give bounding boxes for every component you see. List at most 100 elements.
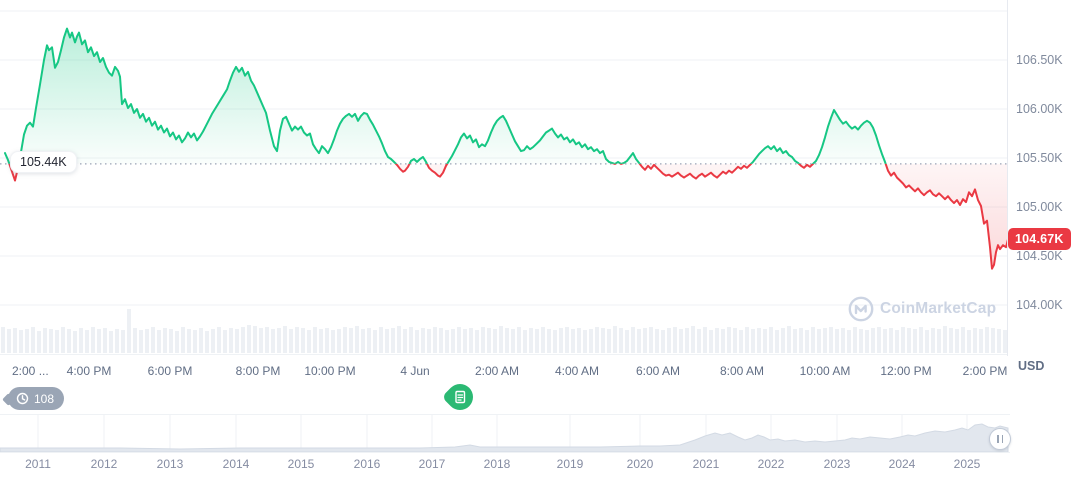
volume-bar <box>115 329 119 353</box>
price-axis-label: 106.00K <box>1016 102 1063 116</box>
volume-bar <box>55 330 59 353</box>
volume-bar <box>799 328 803 353</box>
volume-bar <box>523 330 527 353</box>
volume-bar <box>451 329 455 353</box>
navigator-mini-chart <box>0 423 1009 453</box>
volume-bar <box>715 328 719 353</box>
volume-bar <box>889 328 893 353</box>
volume-bar <box>967 330 971 353</box>
volume-bar <box>763 329 767 353</box>
volume-bar <box>193 330 197 353</box>
volume-bar <box>211 329 215 353</box>
volume-bar <box>265 327 269 353</box>
volume-bar <box>619 328 623 353</box>
volume-bar <box>877 327 881 353</box>
volume-bar <box>625 330 629 353</box>
price-area-above-baseline <box>5 28 886 164</box>
volume-bar <box>289 329 293 353</box>
volume-bar <box>283 326 287 353</box>
volume-bar <box>673 327 677 353</box>
volume-bar <box>805 330 809 353</box>
volume-bar <box>355 326 359 353</box>
volume-bar <box>301 328 305 353</box>
time-axis-label: 8:00 PM <box>235 364 281 378</box>
price-axis-label: 105.00K <box>1016 200 1063 214</box>
volume-bar <box>853 327 857 353</box>
volume-bar <box>535 329 539 353</box>
volume-bar <box>751 329 755 353</box>
volume-bar <box>133 328 137 353</box>
volume-bar <box>817 329 821 353</box>
year-axis-label: 2024 <box>888 457 916 471</box>
volume-bar <box>331 330 335 353</box>
volume-bar <box>571 329 575 353</box>
volume-bar <box>499 326 503 353</box>
volume-bar <box>565 327 569 353</box>
volume-bar <box>943 326 947 353</box>
volume-bar <box>697 329 701 353</box>
volume-bar <box>19 330 23 353</box>
volume-bar <box>145 329 149 353</box>
volume-bar <box>595 327 599 353</box>
volume-bar <box>403 329 407 353</box>
currency-label: USD <box>1018 359 1045 373</box>
volume-bar <box>373 330 377 353</box>
main-price-chart[interactable] <box>0 0 1008 356</box>
volume-bar <box>667 328 671 353</box>
volume-bar <box>757 328 761 353</box>
volume-bar <box>871 328 875 353</box>
volume-bar <box>541 327 545 353</box>
volume-bar <box>577 328 581 353</box>
volume-bar <box>127 309 131 353</box>
time-axis-label: 4 Jun <box>400 364 430 378</box>
history-count: 108 <box>34 391 55 406</box>
volume-bar <box>511 329 515 353</box>
volume-bar <box>79 328 83 353</box>
volume-bar <box>685 328 689 353</box>
navigator-resize-handle[interactable] <box>989 428 1011 450</box>
year-axis-label: 2019 <box>556 457 584 471</box>
volume-bar <box>313 327 317 353</box>
volume-bar <box>649 327 653 353</box>
price-line-up <box>4 27 887 164</box>
volume-bar <box>835 329 839 353</box>
volume-bar <box>559 328 563 353</box>
time-axis-label: 4:00 AM <box>554 364 600 378</box>
volume-bar <box>493 329 497 353</box>
volume-bar <box>121 330 125 353</box>
volume-bar <box>85 330 89 353</box>
news-event-marker[interactable] <box>441 378 479 416</box>
volume-bar <box>613 326 617 353</box>
volume-bar <box>421 328 425 353</box>
volume-bar <box>25 329 29 353</box>
volume-bar <box>709 330 713 353</box>
year-axis-label: 2014 <box>222 457 250 471</box>
volume-bar <box>931 328 935 353</box>
volume-bar <box>433 327 437 353</box>
year-axis-label: 2021 <box>692 457 720 471</box>
volume-bar <box>553 330 557 353</box>
baseline-price-pill: 105.44K <box>10 151 77 173</box>
volume-bar <box>343 327 347 353</box>
time-axis-label: 10:00 PM <box>304 364 356 378</box>
volume-bar <box>601 328 605 353</box>
volume-bar <box>139 330 143 353</box>
volume-bar <box>385 329 389 353</box>
volume-bar <box>583 330 587 353</box>
volume-bar <box>883 329 887 353</box>
last-price-badge: 104.67K <box>1008 228 1071 250</box>
range-navigator[interactable] <box>0 413 1010 454</box>
volume-bar <box>655 329 659 353</box>
volume-bar <box>925 330 929 353</box>
volume-bar <box>781 328 785 353</box>
volume-bar <box>37 331 41 353</box>
volume-bar <box>109 331 113 353</box>
history-count-badge[interactable]: 108 <box>8 387 65 410</box>
volume-bar <box>1003 330 1007 353</box>
volume-bar <box>859 329 863 353</box>
time-axis-label: 6:00 AM <box>635 364 681 378</box>
year-axis-label: 2020 <box>626 457 654 471</box>
year-axis-label: 2013 <box>156 457 184 471</box>
volume-bar <box>691 326 695 353</box>
volume-bar <box>325 328 329 353</box>
